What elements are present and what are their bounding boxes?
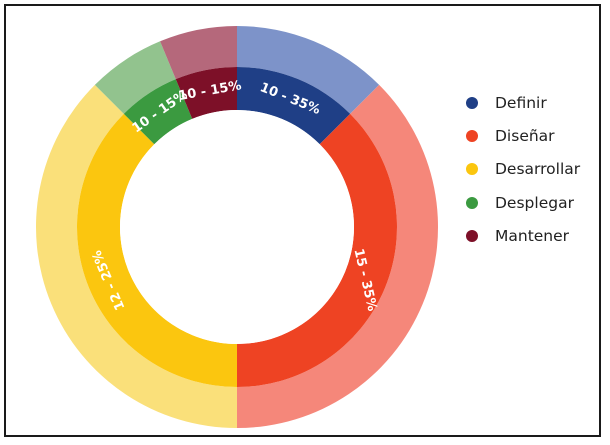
slice-outer-desarrollar: [35, 84, 237, 429]
slice-inner-desplegar: [123, 79, 193, 145]
slice-inner-disenar: [237, 113, 397, 387]
slice-outer-disenar: [237, 84, 439, 429]
legend-dot-definir: [466, 96, 478, 109]
legend-label-disenar: Diseñar: [495, 127, 555, 146]
legend-label-desarrollar: Desarrollar: [495, 160, 581, 179]
legend-dot-desarrollar: [466, 163, 478, 176]
legend-dot-desplegar: [466, 196, 478, 209]
legend-item-disenar: Diseñar: [466, 119, 580, 152]
donut-hole: [120, 110, 354, 344]
slice-outer-desplegar: [94, 41, 176, 114]
legend-item-desplegar: Desplegar: [466, 186, 580, 219]
slice-inner-desarrollar: [76, 113, 237, 387]
legend-item-definir: Definir: [466, 86, 580, 119]
legend-label-desplegar: Desplegar: [495, 193, 574, 212]
legend-label-mantener: Mantener: [495, 227, 570, 246]
legend-item-mantener: Mantener: [466, 220, 580, 253]
slice-outer-definir: [237, 26, 380, 114]
legend-label-definir: Definir: [495, 93, 547, 112]
legend: Definir Diseñar Desarrollar Desplegar Ma…: [466, 86, 580, 253]
legend-dot-disenar: [466, 130, 478, 143]
legend-dot-mantener: [466, 230, 478, 243]
slice-inner-mantener: [175, 67, 237, 119]
legend-item-desarrollar: Desarrollar: [466, 153, 580, 186]
slice-outer-mantener: [160, 26, 237, 80]
slice-inner-definir: [237, 67, 351, 145]
